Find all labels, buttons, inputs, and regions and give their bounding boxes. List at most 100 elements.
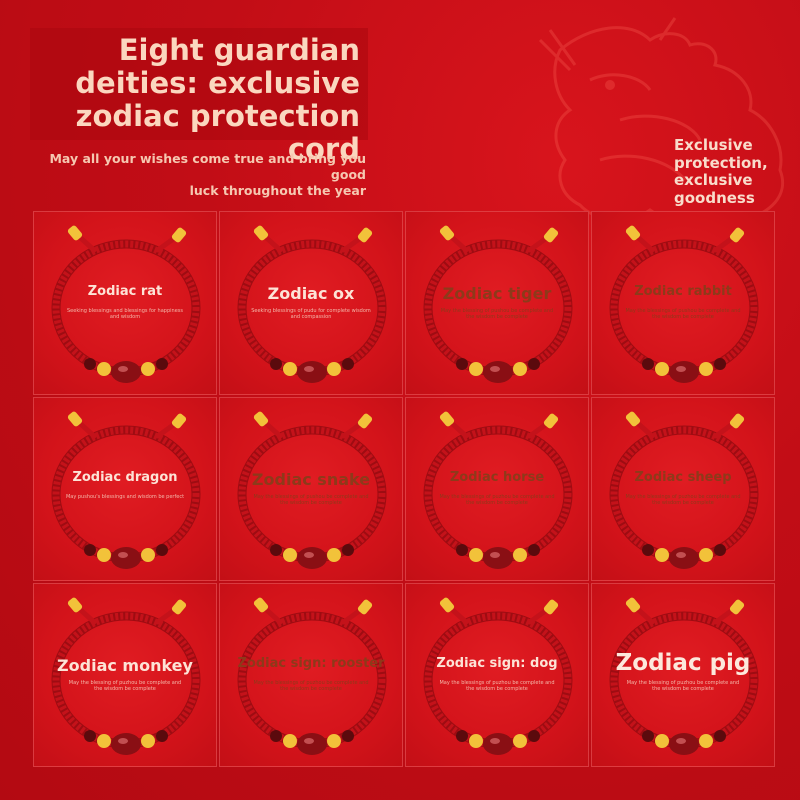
tile-snake[interactable]: Zodiac snake May the blessings of pushou … (219, 397, 403, 581)
tile-horse[interactable]: Zodiac horse May the blessings of puzhou … (405, 397, 589, 581)
bead (714, 730, 726, 742)
bead-highlight (118, 366, 128, 372)
tile-dragon[interactable]: Zodiac dragon May pushou's blessings and … (33, 397, 217, 581)
tile-title: Zodiac rat (87, 284, 163, 299)
gold-tip-right (357, 227, 373, 243)
tile-title: Zodiac sign: rooster (237, 656, 385, 671)
bead-highlight (118, 552, 128, 558)
zodiac-charm-bead (483, 361, 513, 383)
bead (327, 548, 341, 562)
page-title: Eight guardian deities: exclusive zodiac… (20, 34, 360, 166)
gold-tip-left (439, 225, 455, 241)
bead (699, 548, 713, 562)
bead-highlight (118, 738, 128, 744)
bead (97, 548, 111, 562)
gold-tip-right (543, 599, 559, 615)
bead-highlight (490, 366, 500, 372)
zodiac-product-grid: Zodiac rat Seeking blessings and blessing… (32, 210, 776, 794)
tile-subtitle: May pushou's blessings and wisdom be per… (65, 494, 185, 500)
tile-title: Zodiac ox (267, 284, 355, 303)
tile-dog[interactable]: Zodiac sign: dog May the blessings of puz… (405, 583, 589, 767)
gold-tip-left (439, 597, 455, 613)
gold-tip-right (357, 599, 373, 615)
bead (141, 734, 155, 748)
bead (642, 544, 654, 556)
bead (655, 548, 669, 562)
bead (699, 362, 713, 376)
tile-subtitle: May the blessings of puzhou be complete … (439, 680, 555, 692)
horse-silhouette-watermark (538, 17, 785, 227)
tile-rabbit[interactable]: Zodiac rabbit May the blessings of pushou… (591, 211, 775, 395)
tile-rooster[interactable]: Zodiac sign: rooster May the blessings of… (219, 583, 403, 767)
tile-pig[interactable]: Zodiac pig May the blessing of puzhou be … (591, 583, 775, 767)
bead (642, 358, 654, 370)
tile-subtitle: May the blessings of pushou be complete … (253, 494, 369, 506)
bead (84, 544, 96, 556)
bead (513, 734, 527, 748)
bead (342, 730, 354, 742)
bracelet-illustration (51, 597, 201, 755)
bead (342, 544, 354, 556)
bead-highlight (304, 366, 314, 372)
bead (469, 548, 483, 562)
tile-ox[interactable]: Zodiac ox Seeking blessings of pudu for c… (219, 211, 403, 395)
bracelet-illustration (237, 225, 387, 383)
title-line-2: deities: exclusive (75, 66, 360, 100)
tile-tiger[interactable]: Zodiac tiger May the blessing of pushou b… (405, 211, 589, 395)
bead (156, 544, 168, 556)
gold-tip-right (171, 227, 187, 243)
bead (283, 548, 297, 562)
gold-tip-right (543, 413, 559, 429)
gold-tip-left (625, 597, 641, 613)
gold-tip-right (171, 413, 187, 429)
gold-tip-right (729, 227, 745, 243)
bracelet-illustration (237, 411, 387, 569)
headline-background (30, 28, 368, 140)
tile-subtitle: May the blessings of pushou be complete … (625, 308, 741, 320)
bead (342, 358, 354, 370)
tile-rat[interactable]: Zodiac rat Seeking blessings and blessing… (33, 211, 217, 395)
gold-tip-left (625, 411, 641, 427)
bead (327, 734, 341, 748)
gold-tip-left (67, 411, 83, 427)
tile-title: Zodiac rabbit (634, 284, 732, 299)
bead (655, 734, 669, 748)
bracelet-illustration (423, 597, 573, 755)
bead-highlight (490, 738, 500, 744)
bead (456, 358, 468, 370)
tile-subtitle: May the blessings of puzhou be complete … (439, 494, 555, 506)
tile-title: Zodiac monkey (57, 656, 193, 675)
bead-highlight (304, 738, 314, 744)
tile-subtitle: May the blessing of puzhou be complete a… (68, 680, 182, 692)
bead (456, 730, 468, 742)
side-tagline: Exclusive protection, exclusive goodness (674, 136, 794, 207)
bead (513, 362, 527, 376)
bead (456, 544, 468, 556)
tile-sheep[interactable]: Zodiac sheep May the blessings of puzhou … (591, 397, 775, 581)
bead (283, 734, 297, 748)
bead (156, 730, 168, 742)
bead (327, 362, 341, 376)
tile-subtitle: Seeking blessings of pudu for complete w… (251, 308, 371, 320)
gold-tip-left (253, 597, 269, 613)
bead (97, 362, 111, 376)
tile-subtitle: May the blessing of pushou be complete a… (440, 308, 554, 320)
zodiac-charm-bead (297, 547, 327, 569)
bead (270, 358, 282, 370)
bracelet-illustration (423, 225, 573, 383)
bead-highlight (676, 366, 686, 372)
zodiac-charm-bead (297, 733, 327, 755)
title-line-1: Eight guardian (118, 33, 360, 67)
tile-title: Zodiac dragon (72, 470, 178, 485)
tile-monkey[interactable]: Zodiac monkey May the blessing of puzhou … (33, 583, 217, 767)
bead (699, 734, 713, 748)
bead (655, 362, 669, 376)
zodiac-charm-bead (111, 733, 141, 755)
gold-tip-left (625, 225, 641, 241)
bead (528, 358, 540, 370)
bead (469, 362, 483, 376)
gold-tip-left (439, 411, 455, 427)
bead (469, 734, 483, 748)
bead-highlight (304, 552, 314, 558)
gold-tip-right (543, 227, 559, 243)
